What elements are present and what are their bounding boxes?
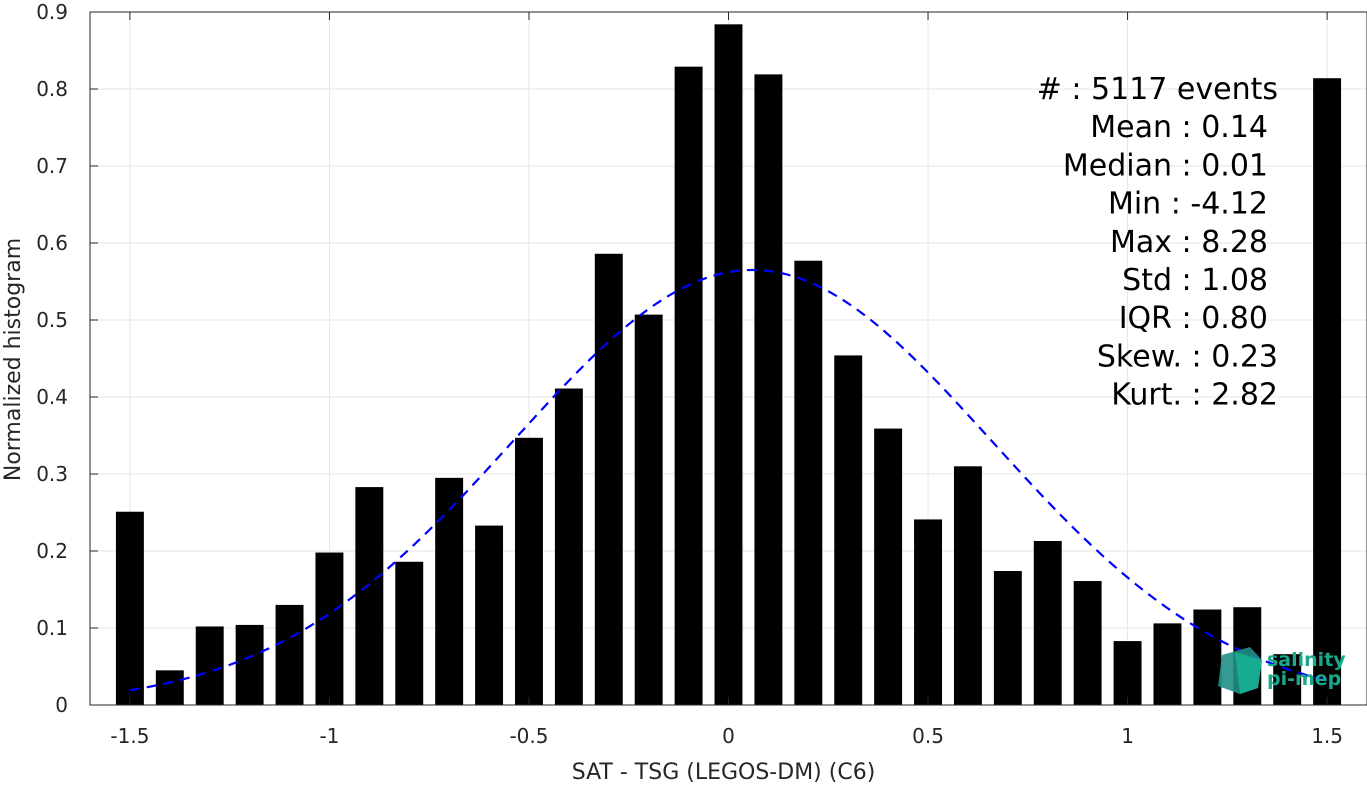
histogram-bar (1193, 609, 1222, 705)
y-tick-label: 0.4 (36, 385, 68, 409)
bars (115, 24, 1342, 706)
axis-ticks (90, 11, 1328, 706)
histogram-bar (515, 437, 543, 705)
histogram-bar (435, 477, 464, 705)
y-tick-label: 0.3 (36, 462, 68, 486)
x-tick-label: 1.5 (1311, 724, 1343, 748)
gaussian-fit-curve (129, 268, 1328, 692)
salinity-pi-mep-logo: salinity pi-mep (1218, 647, 1346, 694)
histogram-bar (674, 66, 703, 706)
histogram-bar (355, 487, 384, 705)
histogram-bar (195, 626, 224, 705)
histogram-bar (315, 552, 344, 705)
histogram-bar (1073, 581, 1102, 705)
stat-line: Median : 0.01 (1063, 148, 1268, 183)
histogram-bar (1033, 540, 1062, 705)
histogram-bar (834, 355, 863, 705)
histogram-bar (1113, 641, 1142, 705)
y-tick-label: 0.7 (36, 154, 68, 178)
stat-line: Min : -4.12 (1108, 187, 1268, 222)
histogram-bar (594, 253, 623, 705)
stat-line: Mean : 0.14 (1090, 110, 1268, 145)
stat-line: Std : 1.08 (1122, 263, 1268, 298)
histogram-bar (1273, 654, 1302, 705)
stat-line: Max : 8.28 (1110, 225, 1268, 260)
y-tick-label: 0.8 (36, 77, 68, 101)
histogram-bar (275, 604, 304, 705)
histogram-bar (554, 388, 583, 705)
x-tick-label: 0.5 (912, 724, 944, 748)
histogram-bar (1313, 78, 1342, 706)
histogram-bar (993, 571, 1022, 705)
histogram-bar (395, 561, 424, 705)
y-axis-label: Normalized histogram (1, 238, 26, 481)
y-tick-labels: 0 0.1 0.2 0.3 0.4 0.5 0.6 0.7 0.8 0.9 (36, 0, 68, 717)
y-tick-label: 0.9 (36, 0, 68, 24)
x-tick-label: -0.5 (509, 724, 548, 748)
histogram-bar (914, 519, 942, 705)
logo-text-line2: pi-mep (1267, 668, 1341, 690)
stat-line: # : 5117 events (1037, 72, 1278, 107)
x-tick-label: -1 (319, 724, 339, 748)
x-tick-label: 1 (1121, 724, 1134, 748)
y-tick-label: 0.2 (36, 539, 68, 563)
histogram-bar (634, 314, 663, 705)
x-tick-label: 0 (722, 724, 735, 748)
y-tick-label: 0.1 (36, 616, 68, 640)
logo-text-line1: salinity (1267, 649, 1346, 671)
stat-line: IQR : 0.80 (1119, 301, 1268, 336)
histogram-bar (155, 670, 184, 705)
y-tick-label: 0.6 (36, 231, 68, 255)
histogram-bar (475, 525, 504, 705)
histogram-bar (874, 428, 903, 705)
histogram-bar (794, 260, 823, 705)
x-tick-labels: -1.5 -1 -0.5 0 0.5 1 1.5 (110, 724, 1343, 748)
histogram-bar (953, 466, 982, 705)
x-tick-label: -1.5 (110, 724, 149, 748)
histogram-bar (1153, 623, 1182, 705)
histogram-bar (115, 511, 144, 705)
stat-line: Skew. : 0.23 (1097, 339, 1278, 374)
y-tick-label: 0 (55, 693, 68, 717)
x-axis-label: SAT - TSG (LEGOS-DM) (C6) (572, 760, 876, 785)
stat-line: Kurt. : 2.82 (1111, 378, 1278, 413)
histogram-bar (235, 624, 264, 705)
histogram-bar (714, 24, 743, 705)
y-tick-label: 0.5 (36, 308, 68, 332)
histogram-bar (754, 74, 783, 706)
